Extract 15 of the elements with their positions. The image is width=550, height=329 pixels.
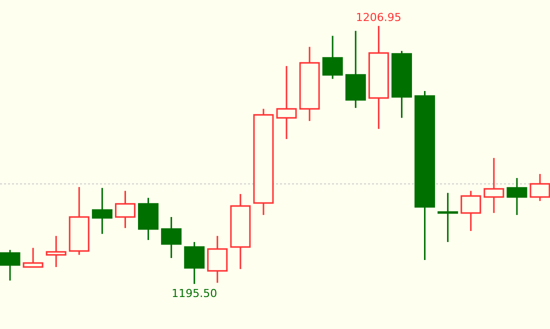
candlestick [0, 249, 20, 282]
candlestick [22, 247, 44, 268]
candlestick [484, 157, 504, 214]
candlestick [207, 235, 228, 284]
candlestick [276, 65, 297, 140]
candlestick [322, 35, 343, 80]
candlestick [46, 235, 66, 268]
annotation: 1195.50 [172, 286, 218, 300]
candlestick [161, 216, 182, 259]
annotation: 1206.95 [356, 10, 402, 24]
candlestick [460, 190, 482, 232]
candlestick [114, 190, 136, 229]
candlestick [506, 177, 528, 216]
candlestick [184, 241, 205, 285]
candlestick [92, 187, 112, 235]
